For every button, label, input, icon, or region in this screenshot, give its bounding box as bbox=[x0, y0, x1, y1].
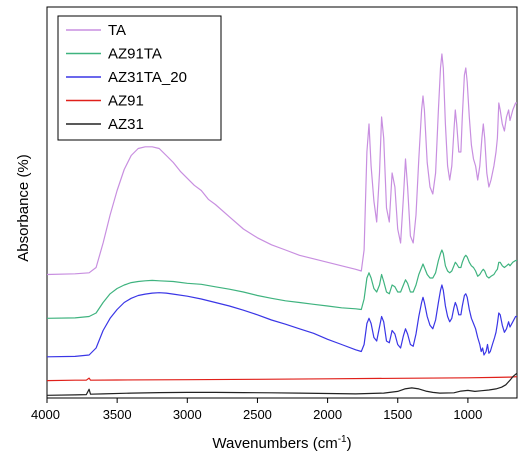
x-tick-label: 1500 bbox=[383, 407, 412, 422]
series-line-az31 bbox=[46, 372, 518, 396]
plot-frame bbox=[46, 6, 518, 399]
y-axis-title: Absorbance (%) bbox=[15, 154, 32, 262]
legend-label: AZ31 bbox=[108, 116, 144, 133]
legend-label: TA bbox=[108, 22, 126, 39]
series-layer bbox=[46, 53, 518, 396]
x-tick-label: 1000 bbox=[453, 407, 482, 422]
x-axis-title: Wavenumbers (cm-1) bbox=[212, 434, 351, 452]
legend-box bbox=[57, 15, 222, 141]
series-line-az31ta-20 bbox=[46, 284, 517, 358]
legend-label: AZ31TA_20 bbox=[108, 69, 187, 86]
series-line-az91 bbox=[46, 376, 518, 382]
series-line-ta bbox=[46, 53, 517, 276]
x-tick-label: 2500 bbox=[243, 407, 272, 422]
x-tick-label: 4000 bbox=[31, 407, 60, 422]
legend-label: AZ91 bbox=[108, 93, 144, 110]
legend: TA AZ91TA AZ31TA_20 AZ91 AZ31 bbox=[57, 15, 222, 141]
x-axis: 4000 3500 3000 2500 2000 1500 1000 bbox=[31, 398, 482, 422]
series-line-az91ta bbox=[46, 249, 517, 319]
x-tick-label: 2000 bbox=[313, 407, 342, 422]
x-tick-label: 3500 bbox=[103, 407, 132, 422]
x-tick-label: 3000 bbox=[173, 407, 202, 422]
legend-label: AZ91TA bbox=[108, 46, 162, 63]
